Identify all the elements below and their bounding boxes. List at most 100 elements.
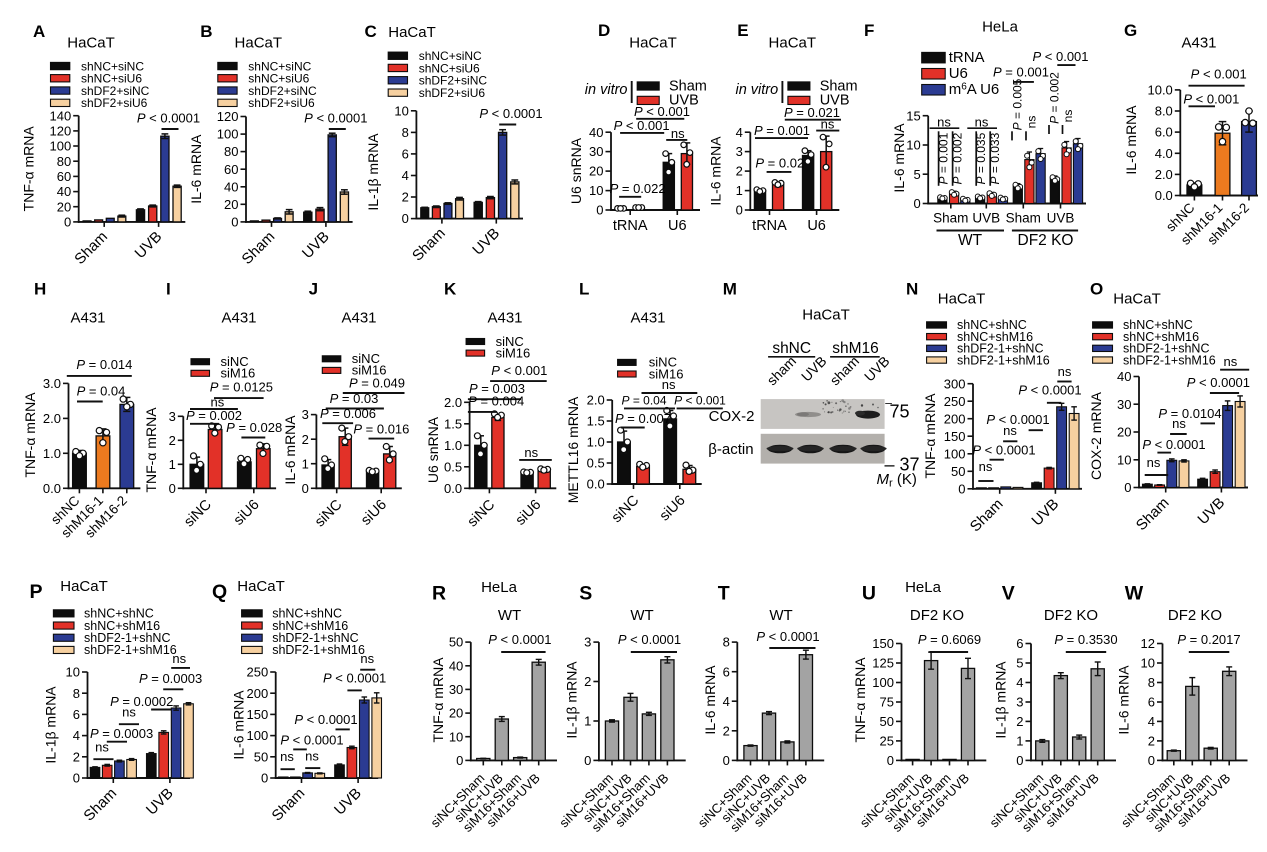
svg-text:0: 0 xyxy=(736,203,743,218)
svg-text:shDF2-1+shM16: shDF2-1+shM16 xyxy=(957,353,1050,367)
svg-text:P < 0.001: P < 0.001 xyxy=(1032,49,1088,64)
svg-text:P < 0.001: P < 0.001 xyxy=(674,394,726,408)
svg-text:40: 40 xyxy=(449,658,463,673)
svg-text:ns: ns xyxy=(524,445,538,460)
svg-text:in vitro: in vitro xyxy=(735,82,778,98)
svg-text:shM16: shM16 xyxy=(832,340,879,357)
svg-text:P = 0.002: P = 0.002 xyxy=(1048,72,1062,124)
svg-text:m6A U6: m6A U6 xyxy=(949,81,1000,98)
svg-text:I: I xyxy=(166,280,171,299)
svg-text:6: 6 xyxy=(402,147,409,162)
svg-text:P < 0.0001: P < 0.0001 xyxy=(294,712,357,727)
svg-text:P = 0.3530: P = 0.3530 xyxy=(1054,632,1117,647)
svg-text:12: 12 xyxy=(1141,636,1155,651)
svg-text:HeLa: HeLa xyxy=(481,579,518,596)
svg-text:25: 25 xyxy=(880,734,894,749)
svg-text:L: L xyxy=(579,280,589,299)
svg-text:IL-1β mRNA: IL-1β mRNA xyxy=(564,661,580,739)
svg-text:0.0: 0.0 xyxy=(444,481,462,496)
svg-text:1: 1 xyxy=(169,457,176,472)
svg-text:ns: ns xyxy=(1061,110,1075,123)
svg-text:20: 20 xyxy=(449,706,463,721)
svg-text:HeLa: HeLa xyxy=(982,18,1019,35)
svg-text:R: R xyxy=(432,583,446,605)
svg-text:– 37: – 37 xyxy=(885,455,920,475)
svg-text:ns: ns xyxy=(211,394,225,409)
svg-text:shNC+siU6: shNC+siU6 xyxy=(81,72,142,86)
svg-text:UVB: UVB xyxy=(972,211,1000,226)
svg-text:shDF2-1+shM16: shDF2-1+shM16 xyxy=(1123,353,1216,367)
svg-text:IL-1β mRNA: IL-1β mRNA xyxy=(43,686,59,764)
svg-text:200: 200 xyxy=(246,686,268,701)
svg-text:shDF2-1+shNC: shDF2-1+shNC xyxy=(84,631,171,645)
svg-text:U: U xyxy=(862,583,876,605)
svg-text:50: 50 xyxy=(951,464,965,479)
svg-text:DF2 KO: DF2 KO xyxy=(1168,607,1222,624)
svg-text:TNF-α mRNA: TNF-α mRNA xyxy=(21,126,37,212)
svg-text:UVB: UVB xyxy=(669,93,699,109)
svg-text:ns: ns xyxy=(821,117,835,132)
svg-text:IL-1β mRNA: IL-1β mRNA xyxy=(993,661,1009,739)
svg-text:ns: ns xyxy=(662,377,676,392)
svg-text:0: 0 xyxy=(723,753,730,768)
svg-text:TNF-α mRNA: TNF-α mRNA xyxy=(852,657,868,743)
svg-text:shDF2+siU6: shDF2+siU6 xyxy=(419,86,486,100)
svg-text:30: 30 xyxy=(589,144,603,159)
svg-text:6: 6 xyxy=(73,707,80,722)
svg-text:60: 60 xyxy=(224,162,238,177)
svg-text:10: 10 xyxy=(394,103,408,118)
svg-text:A431: A431 xyxy=(487,310,522,327)
svg-text:P: P xyxy=(30,581,43,603)
svg-text:P < 0.001: P < 0.001 xyxy=(614,118,670,133)
svg-text:P = 0.0104: P = 0.0104 xyxy=(1158,406,1221,421)
svg-text:siM16: siM16 xyxy=(496,345,531,360)
svg-text:2.0: 2.0 xyxy=(587,393,605,408)
svg-text:WT: WT xyxy=(958,232,983,249)
svg-text:ns: ns xyxy=(1224,354,1238,369)
svg-text:shNC+shM16: shNC+shM16 xyxy=(1123,330,1199,344)
svg-text:A431: A431 xyxy=(630,310,665,327)
svg-text:2: 2 xyxy=(302,432,309,447)
svg-text:P = 0.03: P = 0.03 xyxy=(330,391,379,406)
svg-text:5: 5 xyxy=(913,167,920,182)
svg-text:DF2 KO: DF2 KO xyxy=(1044,607,1098,624)
svg-text:IL-1β mRNA: IL-1β mRNA xyxy=(365,133,381,211)
svg-text:300: 300 xyxy=(944,376,966,391)
svg-text:1.0: 1.0 xyxy=(587,435,605,450)
svg-text:K: K xyxy=(444,280,457,299)
svg-text:in vitro: in vitro xyxy=(585,82,628,98)
svg-text:DF2 KO: DF2 KO xyxy=(910,607,964,624)
svg-text:0: 0 xyxy=(1124,480,1131,495)
svg-text:0.0: 0.0 xyxy=(1155,188,1173,203)
svg-text:siNC: siNC xyxy=(496,334,524,349)
svg-text:siM16: siM16 xyxy=(352,363,387,378)
svg-text:2.0: 2.0 xyxy=(1155,167,1173,182)
svg-text:30: 30 xyxy=(449,682,463,697)
svg-text:ns: ns xyxy=(172,651,186,666)
svg-text:120: 120 xyxy=(217,109,239,124)
svg-text:0: 0 xyxy=(584,753,591,768)
svg-text:P = 0.001: P = 0.001 xyxy=(937,132,951,184)
svg-text:0.5: 0.5 xyxy=(587,456,605,471)
svg-text:2: 2 xyxy=(584,674,591,689)
svg-text:8: 8 xyxy=(402,125,409,140)
svg-text:0: 0 xyxy=(302,481,309,496)
svg-text:W: W xyxy=(1125,583,1144,605)
svg-text:TNF-α mRNA: TNF-α mRNA xyxy=(143,407,159,493)
svg-text:A431: A431 xyxy=(221,310,256,327)
svg-text:H: H xyxy=(34,280,46,299)
svg-text:shDF2-1+shM16: shDF2-1+shM16 xyxy=(272,643,365,657)
svg-text:2: 2 xyxy=(73,749,80,764)
svg-text:shDF2+siU6: shDF2+siU6 xyxy=(81,96,148,110)
svg-text:HaCaT: HaCaT xyxy=(629,35,677,52)
svg-text:0.5: 0.5 xyxy=(444,459,462,474)
svg-text:80: 80 xyxy=(57,154,71,169)
svg-text:P < 0.0001: P < 0.0001 xyxy=(756,629,819,644)
svg-text:β-actin: β-actin xyxy=(708,441,753,458)
svg-text:1: 1 xyxy=(1016,734,1023,749)
svg-text:WT: WT xyxy=(630,607,653,624)
svg-text:100: 100 xyxy=(246,728,268,743)
svg-text:shNC+shNC: shNC+shNC xyxy=(1123,318,1193,332)
svg-text:P < 0.0001: P < 0.0001 xyxy=(323,671,386,686)
svg-text:P < 0.0001: P < 0.0001 xyxy=(972,443,1035,458)
